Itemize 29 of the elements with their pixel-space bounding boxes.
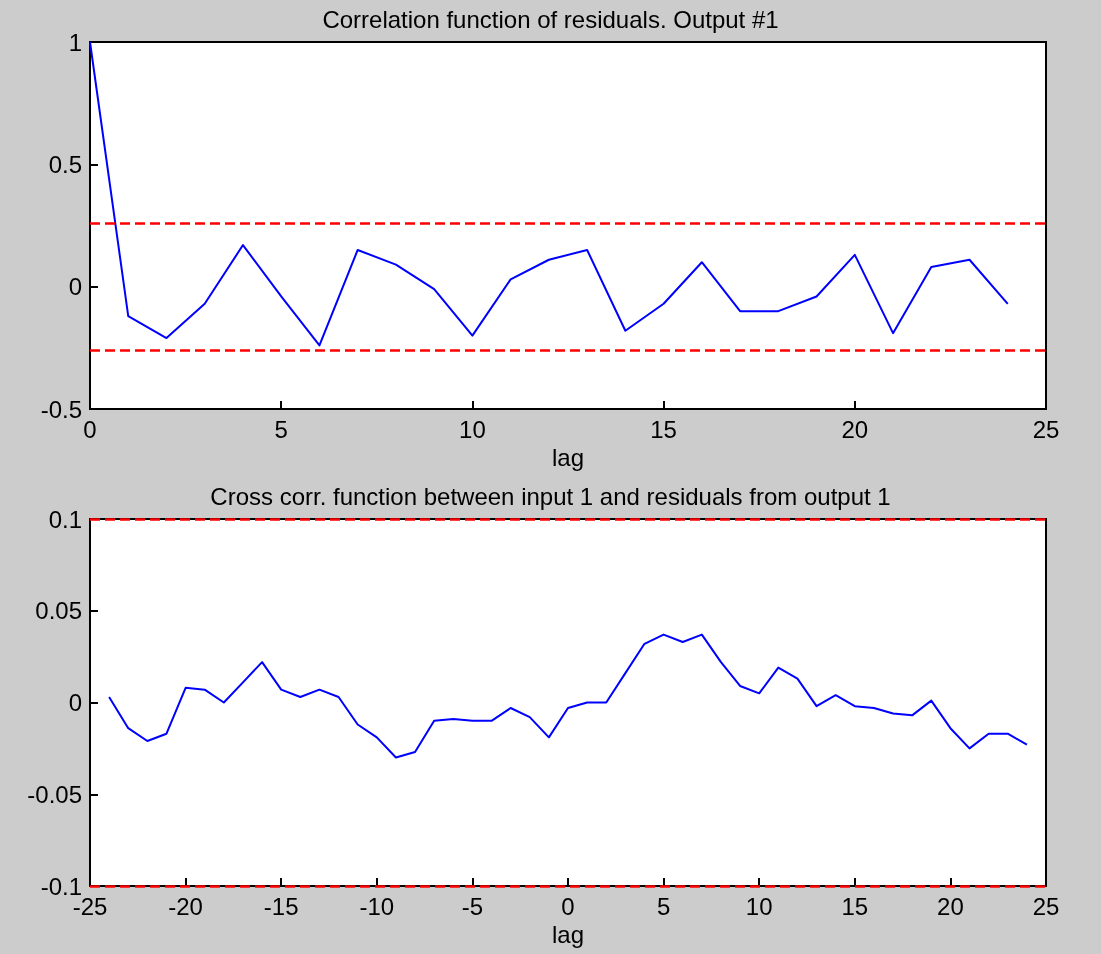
x-tick-label: -5 <box>461 892 484 920</box>
y-tick-label: 1 <box>68 28 82 56</box>
y-tick-label: 0 <box>68 273 82 301</box>
x-tick-label: -10 <box>359 892 395 920</box>
x-tick-label: 15 <box>841 892 869 920</box>
x-tick-label: -15 <box>263 892 299 920</box>
x-axis-title: lag <box>551 444 585 472</box>
y-tick-label: -0.5 <box>40 395 82 423</box>
chart-title: Correlation function of residuals. Output #1 <box>322 5 779 33</box>
y-tick-label: -0.05 <box>27 780 82 808</box>
x-tick-label: 5 <box>656 892 671 920</box>
x-tick-label: 25 <box>1032 892 1060 920</box>
x-axis-title: lag <box>551 921 585 949</box>
x-tick-label: -20 <box>168 892 203 920</box>
line-series <box>108 633 1028 759</box>
y-tick-label: 0.05 <box>35 597 82 625</box>
x-tick-label: 0 <box>561 892 575 920</box>
y-tick-label: 0 <box>68 689 82 716</box>
x-tick-label: 25 <box>1032 415 1060 443</box>
x-tick-label: 20 <box>841 415 869 443</box>
x-tick-label: 15 <box>650 415 677 443</box>
line-series <box>89 41 1009 347</box>
x-tick-label: 20 <box>937 892 964 920</box>
chart-title: Cross corr. function between input 1 and residuals from output 1 <box>210 482 891 510</box>
y-tick-label: 0.1 <box>48 505 82 533</box>
x-tick-label: 10 <box>745 892 773 920</box>
x-tick-label: 5 <box>274 415 288 443</box>
y-tick-label: 0.5 <box>48 150 82 178</box>
x-tick-label: 10 <box>459 415 486 443</box>
